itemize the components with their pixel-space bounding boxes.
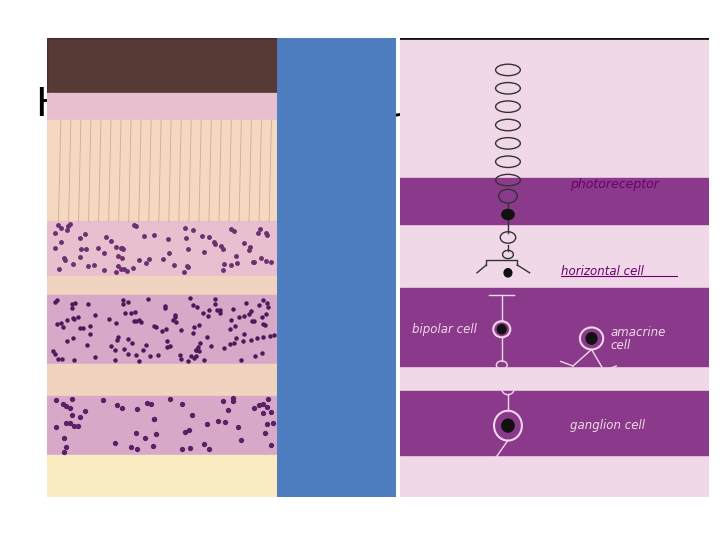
Text: horizontal cell: horizontal cell <box>561 265 644 279</box>
Bar <box>400 391 709 456</box>
Bar <box>47 93 281 120</box>
Text: Histological structure of the retina: Histological structure of the retina <box>37 85 701 124</box>
Bar <box>47 276 281 295</box>
Text: photoreceptor: photoreceptor <box>570 178 659 191</box>
Text: bipolar cell: bipolar cell <box>412 323 477 336</box>
Bar <box>47 38 281 93</box>
Bar <box>47 396 281 456</box>
Ellipse shape <box>586 333 597 344</box>
Bar <box>47 221 281 276</box>
Text: LIGHT: LIGHT <box>132 456 182 471</box>
Ellipse shape <box>502 210 514 220</box>
Bar <box>400 178 709 224</box>
Bar <box>47 295 281 364</box>
Text: ganglion cell: ganglion cell <box>570 419 645 432</box>
Bar <box>47 364 281 396</box>
Bar <box>47 120 281 221</box>
Bar <box>47 456 281 497</box>
Ellipse shape <box>504 269 512 277</box>
Bar <box>400 288 709 366</box>
Ellipse shape <box>502 419 514 432</box>
Ellipse shape <box>498 325 506 334</box>
Text: amacrine: amacrine <box>610 326 665 339</box>
Text: cell: cell <box>610 339 631 352</box>
